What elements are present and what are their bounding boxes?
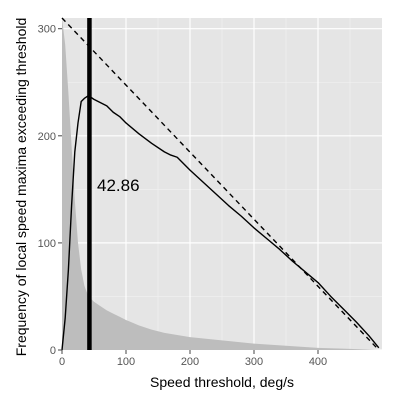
axis-ticks [58,28,319,354]
threshold-annotation-label: 42.86 [97,176,140,195]
x-tick-label: 300 [245,356,263,368]
series-line-dashed [61,17,380,351]
histogram [62,18,379,350]
x-tick-label: 400 [309,356,327,368]
series-lines [61,17,380,351]
histogram-area [62,18,379,350]
y-tick-label: 100 [38,238,56,250]
x-tick-label: 200 [181,356,199,368]
y-tick-label: 0 [50,345,56,357]
tick-labels: 0 100 200 300 400 0 100 200 300 [38,24,328,368]
y-tick-label: 300 [38,24,56,36]
x-tick-label: 100 [117,356,135,368]
series-line-solid [61,95,380,351]
x-axis-title: Speed threshold, deg/s [150,374,294,390]
x-tick-label: 0 [59,356,65,368]
grid-minor [62,18,382,350]
y-axis-title: Frequency of local speed maxima exceedin… [13,18,29,357]
y-tick-label: 200 [38,131,56,143]
